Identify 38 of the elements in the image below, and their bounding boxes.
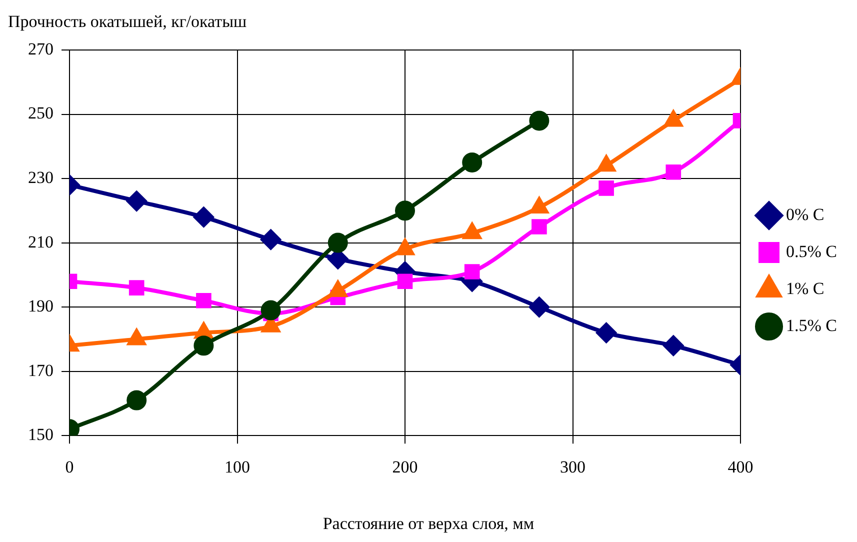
y-tick-label: 150 <box>28 425 54 444</box>
point <box>194 207 214 228</box>
y-tick-label: 270 <box>28 39 54 58</box>
point <box>260 230 281 250</box>
point <box>663 336 684 356</box>
legend-label: 0.5% C <box>786 242 837 261</box>
point <box>666 164 682 180</box>
x-tick-label: 400 <box>728 457 754 476</box>
x-axis-title: Расстояние от верха слоя, мм <box>322 514 536 534</box>
y-tick-label: 210 <box>28 232 54 252</box>
point <box>126 191 147 212</box>
x-tick-label: 200 <box>392 457 418 476</box>
point <box>596 322 616 343</box>
x-tick-label: 300 <box>560 457 586 476</box>
y-tick-label: 250 <box>28 104 54 123</box>
point <box>395 200 415 221</box>
point <box>196 292 212 308</box>
point <box>328 232 348 253</box>
y-tick-label: 170 <box>28 360 54 380</box>
point <box>126 390 147 410</box>
legend-label: 1% C <box>786 278 824 298</box>
point <box>194 336 214 356</box>
point <box>529 110 550 131</box>
point <box>260 300 281 320</box>
y-axis-title: Прочность окатышей, кг/окатыш <box>8 12 247 32</box>
legend-label: 0% C <box>786 204 824 224</box>
point <box>462 152 482 172</box>
x-tick-label: 100 <box>224 457 250 476</box>
point <box>598 180 614 196</box>
point <box>128 280 144 296</box>
point <box>532 219 547 234</box>
y-tick-label: 230 <box>28 168 54 187</box>
point <box>397 274 413 290</box>
x-tick-label: 0 <box>65 457 74 476</box>
point <box>464 264 480 280</box>
point <box>529 297 550 318</box>
y-tick-label: 190 <box>28 296 54 316</box>
legend-label: 1.5% C <box>786 316 837 335</box>
